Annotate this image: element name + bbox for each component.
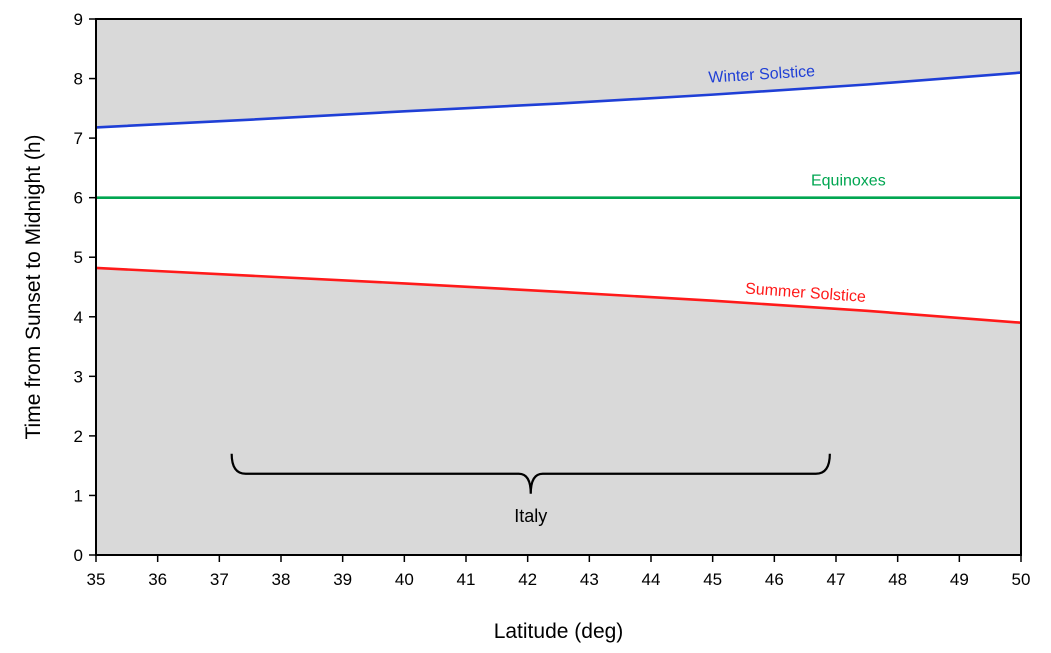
y-tick-label: 2 [74,427,83,446]
x-tick-label: 44 [642,570,661,589]
axes [89,18,1022,562]
x-tick-label: 45 [703,570,722,589]
y-tick-label: 6 [74,189,83,208]
y-tick-label: 0 [74,546,83,565]
x-tick-label: 46 [765,570,784,589]
x-tick-label: 37 [210,570,229,589]
y-tick-label: 4 [74,308,83,327]
x-tick-label: 35 [87,570,106,589]
y-tick-label: 3 [74,367,83,386]
x-tick-label: 41 [457,570,476,589]
y-tick-label: 9 [74,10,83,29]
series-line-winter-solstice [95,71,1022,129]
annotation-label-italy: Italy [514,506,547,526]
y-tick-label: 1 [74,486,83,505]
series-lines [95,71,1022,325]
y-axis-title: Time from Sunset to Midnight (h) [22,135,45,440]
x-tick-label: 47 [827,570,846,589]
y-tick-label: 7 [74,129,83,148]
x-tick-label: 50 [1012,570,1031,589]
y-tick-label: 5 [74,248,83,267]
x-tick-label: 40 [395,570,414,589]
series-label-winter-solstice: Winter Solstice [708,63,816,86]
tick-labels: 35 36 37 38 39 40 41 42 43 44 45 46 47 48 49 5001234567… [74,10,1031,589]
series-line-summer-solstice [95,266,1022,325]
x-tick-label: 36 [148,570,167,589]
series-label-equinoxes: Equinoxes [811,173,886,190]
x-tick-label: 43 [580,570,599,589]
shaded-band-1 [96,19,1021,128]
x-tick-label: 48 [888,570,907,589]
y-tick-label: 8 [74,70,83,89]
shaded-regions [96,19,1021,555]
x-tick-label: 49 [950,570,969,589]
x-axis-title: Latitude (deg) [494,620,624,643]
plot-frame [95,18,1022,556]
shaded-band-2 [96,267,1021,555]
x-tick-label: 38 [272,570,291,589]
x-tick-label: 42 [518,570,537,589]
x-tick-label: 39 [333,570,352,589]
